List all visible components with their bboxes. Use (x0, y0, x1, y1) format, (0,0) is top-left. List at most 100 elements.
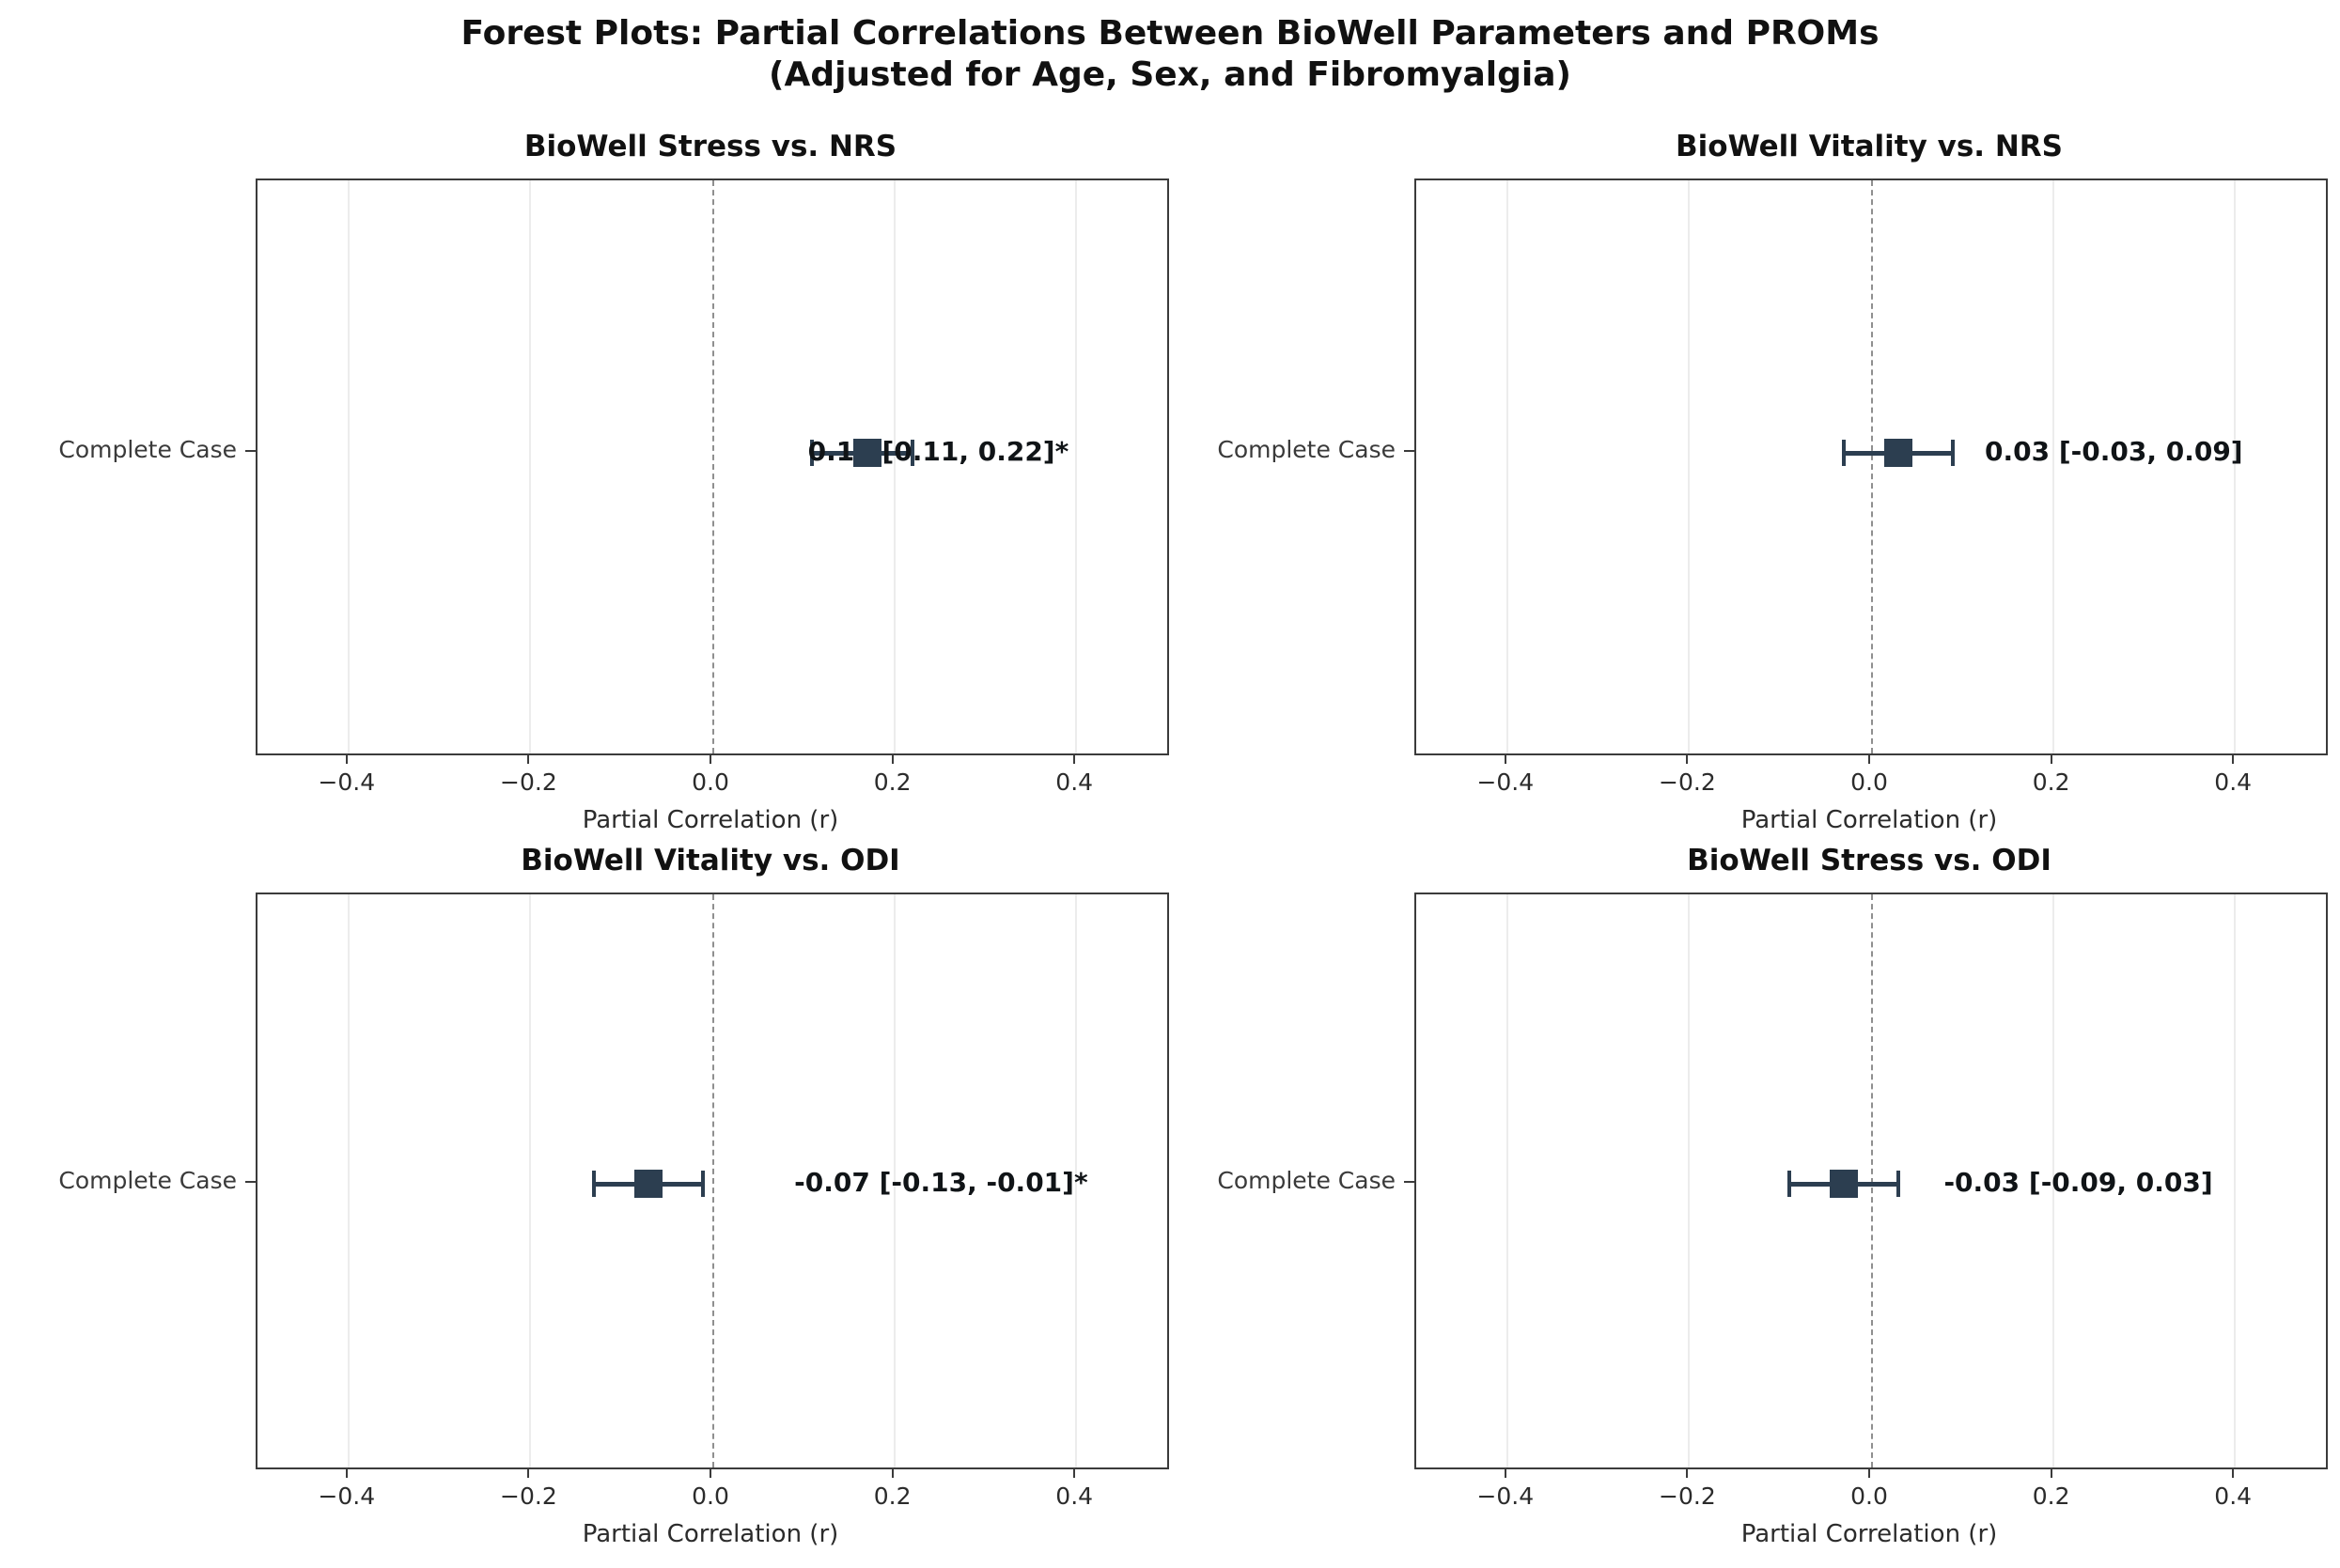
x-axis-label: Partial Correlation (r) (582, 1520, 839, 1548)
point-estimate-marker (1829, 1170, 1858, 1198)
gridline (1075, 894, 1078, 1467)
gridline (1688, 180, 1691, 753)
x-tick-label: 0.4 (1055, 1483, 1094, 1510)
x-tick-mark (1868, 753, 1870, 764)
x-tick-mark (891, 1467, 894, 1478)
x-tick-label: 0.2 (2032, 768, 2070, 796)
gridline (893, 894, 896, 1467)
y-axis-category-label: Complete Case (1217, 436, 1396, 463)
panel-title: BioWell Vitality vs. ODI (521, 844, 900, 877)
y-tick-mark (1404, 450, 1414, 452)
estimate-label: -0.07 [-0.13, -0.01]* (794, 1167, 1088, 1198)
x-tick-mark (1868, 1467, 1870, 1478)
x-tick-mark (345, 753, 348, 764)
x-tick-label: 0.0 (1850, 1483, 1888, 1510)
forest-panel: BioWell Stress vs. ODI -0.03 [-0.09, 0.03… (1217, 844, 2328, 1548)
panel-title: BioWell Stress vs. NRS (523, 130, 897, 163)
x-tick-label: 0.2 (873, 1483, 912, 1510)
y-axis-category-label: Complete Case (58, 1167, 237, 1194)
estimate-label: 0.17 [0.11, 0.22]* (807, 436, 1069, 467)
x-tick-mark (710, 753, 711, 764)
y-axis-category-label: Complete Case (58, 436, 237, 463)
x-tick-mark (2232, 1467, 2235, 1478)
x-tick-label: 0.4 (1055, 768, 1094, 796)
gridline (2234, 894, 2237, 1467)
gridline (529, 894, 532, 1467)
gridline (347, 180, 350, 753)
figure-title-line2: (Adjusted for Age, Sex, and Fibromyalgia… (769, 54, 1571, 94)
forest-panel: BioWell Stress vs. NRS 0.17 [0.11, 0.22]*… (58, 130, 1169, 834)
figure-title-line1: Forest Plots: Partial Correlations Betwe… (460, 14, 1880, 53)
x-tick-label: 0.2 (873, 768, 912, 796)
ci-cap-high (910, 440, 914, 466)
point-estimate-marker (634, 1170, 663, 1198)
estimate-label: 0.03 [-0.03, 0.09] (1985, 436, 2243, 467)
x-tick-mark (1073, 753, 1076, 764)
gridline (2051, 894, 2054, 1467)
gridline (2234, 180, 2237, 753)
x-tick-label: −0.2 (1659, 1483, 1716, 1510)
x-axis-label: Partial Correlation (r) (1740, 806, 1998, 834)
zero-reference-line (1871, 894, 1873, 1467)
zero-reference-line (1871, 180, 1873, 753)
x-tick-label: −0.4 (318, 1483, 376, 1510)
gridline (1075, 180, 1078, 753)
x-tick-label: 0.0 (692, 768, 729, 796)
gridline (1505, 180, 1508, 753)
x-tick-label: −0.4 (1476, 1483, 1535, 1510)
y-tick-mark (245, 1181, 256, 1183)
x-tick-mark (527, 1467, 530, 1478)
panel-title: BioWell Vitality vs. NRS (1676, 130, 2063, 163)
y-tick-mark (1404, 1181, 1414, 1183)
plot-area: 0.03 [-0.03, 0.09] (1414, 179, 2328, 755)
x-axis-label: Partial Correlation (r) (582, 806, 839, 834)
x-tick-label: 0.0 (692, 1483, 729, 1510)
y-tick-mark (245, 450, 256, 452)
plot-area: -0.03 [-0.09, 0.03] (1414, 893, 2328, 1469)
x-tick-label: −0.4 (318, 768, 376, 796)
x-tick-mark (1686, 753, 1689, 764)
estimate-label: -0.03 [-0.09, 0.03] (1943, 1167, 2213, 1198)
ci-cap-high (701, 1171, 706, 1197)
x-tick-label: 0.2 (2032, 1483, 2070, 1510)
x-tick-mark (710, 1467, 711, 1478)
x-tick-label: −0.2 (500, 1483, 557, 1510)
ci-cap-high (1896, 1171, 1901, 1197)
x-tick-mark (345, 1467, 348, 1478)
ci-cap-low (810, 440, 815, 466)
point-estimate-marker (1884, 439, 1913, 467)
x-tick-mark (2050, 1467, 2052, 1478)
panel-title: BioWell Stress vs. ODI (1687, 844, 2051, 877)
x-tick-mark (2050, 753, 2052, 764)
plot-area: 0.17 [0.11, 0.22]* (256, 179, 1169, 755)
ci-cap-low (1786, 1171, 1791, 1197)
y-axis-category-label: Complete Case (1217, 1167, 1396, 1194)
gridline (2051, 180, 2054, 753)
x-tick-mark (1504, 1467, 1506, 1478)
x-tick-mark (1073, 1467, 1076, 1478)
gridline (1505, 894, 1508, 1467)
x-tick-label: 0.4 (2214, 768, 2253, 796)
ci-cap-high (1951, 440, 1956, 466)
x-tick-label: −0.2 (1659, 768, 1716, 796)
point-estimate-marker (852, 439, 881, 467)
x-tick-mark (1504, 753, 1506, 764)
x-tick-label: −0.2 (500, 768, 557, 796)
gridline (529, 180, 532, 753)
ci-cap-low (592, 1171, 597, 1197)
forest-panel: BioWell Vitality vs. NRS 0.03 [-0.03, 0.0… (1217, 130, 2328, 834)
gridline (1688, 894, 1691, 1467)
x-tick-label: −0.4 (1476, 768, 1535, 796)
zero-reference-line (712, 894, 714, 1467)
x-tick-mark (1686, 1467, 1689, 1478)
x-tick-mark (2232, 753, 2235, 764)
x-axis-label: Partial Correlation (r) (1740, 1520, 1998, 1548)
x-tick-label: 0.0 (1850, 768, 1888, 796)
figure-title: Forest Plots: Partial Correlations Betwe… (0, 13, 2340, 96)
x-tick-mark (891, 753, 894, 764)
gridline (347, 894, 350, 1467)
ci-cap-low (1841, 440, 1846, 466)
zero-reference-line (712, 180, 714, 753)
x-tick-mark (527, 753, 530, 764)
